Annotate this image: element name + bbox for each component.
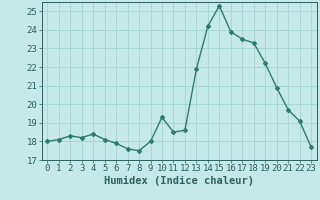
X-axis label: Humidex (Indice chaleur): Humidex (Indice chaleur) [104,176,254,186]
